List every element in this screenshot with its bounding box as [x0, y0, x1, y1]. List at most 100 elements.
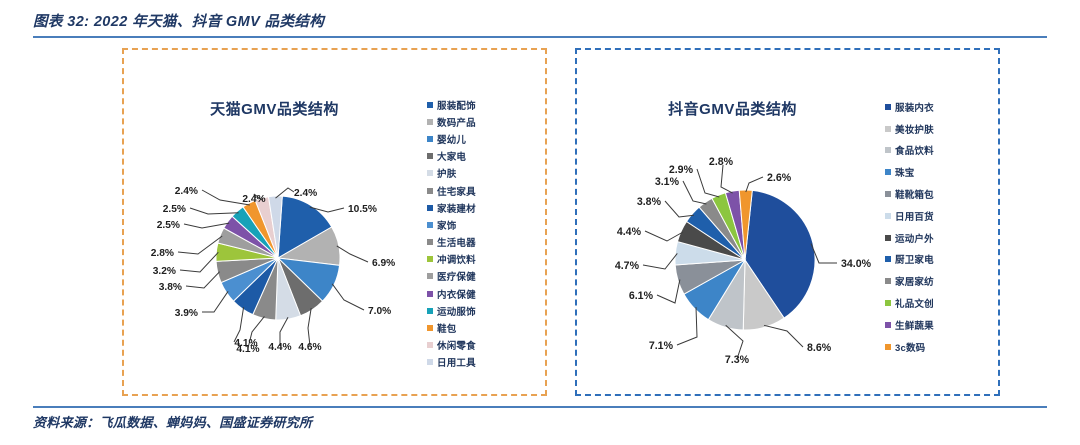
leader-line: [763, 324, 804, 348]
pie-data-label: 4.7%: [615, 260, 640, 272]
pie-data-label: 34.0%: [841, 258, 872, 270]
legend-item[interactable]: 珠宝: [885, 161, 934, 183]
legend-item-label: 内衣保健: [437, 289, 476, 301]
footer-divider: [33, 406, 1047, 408]
legend-item-label: 家装建材: [437, 203, 476, 215]
legend-item[interactable]: 内衣保健: [427, 285, 476, 302]
pie-data-label: 7.1%: [649, 340, 674, 352]
legend-item[interactable]: 运动服饰: [427, 302, 476, 319]
legend-item[interactable]: 服装内衣: [885, 96, 934, 118]
pie-slice[interactable]: [738, 189, 753, 261]
legend-item-label: 运动服饰: [437, 306, 476, 318]
legend-item[interactable]: 鞋包: [427, 319, 476, 336]
source-note: 资料来源：飞瓜数据、蝉妈妈、国盛证券研究所: [33, 415, 313, 430]
pie-data-label: 3.9%: [175, 308, 198, 319]
legend-item[interactable]: 日用百货: [885, 205, 934, 227]
leader-line: [309, 206, 345, 213]
legend-swatch-icon: [427, 307, 433, 314]
legend-item-label: 鞋包: [437, 324, 457, 336]
pie-svg-tmall: 10.5% 6.9% 7.0% 4.6% 4.4% 4.1%4.1% 3.9% 3.8% 3.2…: [151, 186, 395, 355]
legend-item-label: 美妆护肤: [895, 124, 934, 136]
legend-item[interactable]: 数码产品: [427, 113, 476, 130]
leader-line: [644, 230, 684, 242]
legend-swatch-icon: [427, 221, 433, 228]
leader-line: [307, 307, 312, 347]
pie-data-label: 10.5%: [348, 204, 377, 215]
pie-data-label: 2.4%: [175, 186, 198, 197]
legend-swatch-icon: [427, 153, 433, 160]
legend-swatch-icon: [885, 278, 891, 285]
leader-line: [233, 307, 245, 343]
pie-slice[interactable]: [277, 195, 333, 259]
pie-data-label: 8.6%: [807, 342, 832, 354]
legend-swatch-icon: [427, 239, 433, 246]
leader-line: [253, 193, 263, 201]
legend-item[interactable]: 厨卫家电: [885, 249, 934, 271]
legend-item[interactable]: 家饰: [427, 216, 476, 233]
leader-line: [185, 271, 220, 289]
pie-data-label: 2.5%: [163, 204, 186, 215]
legend-swatch-icon: [885, 212, 891, 219]
leader-line: [696, 168, 720, 198]
legend-item-label: 礼品文创: [895, 299, 934, 311]
legend-item-label: 医疗保健: [437, 272, 476, 284]
legend-item[interactable]: 生鲜蔬果: [885, 314, 934, 336]
legend-item-label: 食品饮料: [895, 146, 934, 158]
leader-line: [656, 279, 681, 304]
legend-item[interactable]: 礼品文创: [885, 292, 934, 314]
legend-swatch-icon: [885, 147, 891, 154]
legend-douyin: 服装内衣美妆护肤食品饮料珠宝 鞋靴箱包 日用百货运动户外厨卫家电家居家纺礼品文创生鲜…: [885, 96, 934, 358]
legend-item[interactable]: 食品饮料: [885, 140, 934, 162]
pie-data-label: 2.6%: [767, 172, 792, 184]
legend-item[interactable]: 生活电器: [427, 234, 476, 251]
legend-swatch-icon: [885, 125, 891, 132]
legend-item[interactable]: 住宅家具: [427, 182, 476, 199]
leader-line: [279, 316, 289, 346]
legend-swatch-icon: [427, 325, 433, 332]
chart-title-tmall: 天猫GMV品类结构: [210, 101, 339, 118]
leader-line: [189, 207, 239, 215]
leader-line: [682, 180, 707, 205]
legend-item-label: 生活电器: [437, 238, 476, 250]
leader-line: [664, 200, 694, 218]
page-title: 图表 32: 2022 年天猫、抖音 GMV 品类结构: [33, 14, 325, 30]
legend-swatch-icon: [427, 170, 433, 177]
leader-line: [247, 316, 265, 349]
legend-item[interactable]: 日用工具: [427, 354, 476, 371]
panel-tmall: 天猫GMV品类结构 10.5% 6.9% 7.0% 4.6% 4.4% 4.1% 4.1% 3…: [122, 48, 547, 396]
pie-slice[interactable]: [267, 195, 283, 259]
legend-swatch-icon: [885, 256, 891, 263]
pie-data-label: 2.4%: [294, 188, 317, 199]
legend-item[interactable]: 医疗保健: [427, 268, 476, 285]
legend-item-label: 服装内衣: [895, 102, 934, 114]
legend-item[interactable]: 家居家纺: [885, 270, 934, 292]
pie-chart-tmall: 10.5% 6.9% 7.0% 4.6% 4.4% 4.1% 4.1% 3.9% 3.8% 3.2…: [151, 150, 408, 360]
legend-item[interactable]: 护肤: [427, 165, 476, 182]
legend-item-label: 服装配饰: [437, 100, 476, 112]
pie-data-label: 2.8%: [151, 248, 174, 259]
legend-item[interactable]: 美妆护肤: [885, 118, 934, 140]
legend-item[interactable]: 休闲零食: [427, 337, 476, 354]
legend-item-label: 数码产品: [437, 117, 476, 129]
legend-item[interactable]: 家装建材: [427, 199, 476, 216]
leader-line: [676, 307, 698, 346]
legend-item[interactable]: 3c数码: [885, 336, 934, 358]
legend-item[interactable]: 鞋靴箱包: [885, 183, 934, 205]
legend-item[interactable]: 婴幼儿: [427, 130, 476, 147]
legend-item[interactable]: 服装配饰: [427, 96, 476, 113]
legend-item[interactable]: 大家电: [427, 148, 476, 165]
legend-item-label: 运动户外: [895, 233, 934, 245]
legend-swatch-icon: [427, 118, 433, 125]
pie-slice[interactable]: [744, 189, 816, 319]
legend-item[interactable]: 运动户外: [885, 227, 934, 249]
legend-item-label: 住宅家具: [437, 186, 476, 198]
leader-line: [331, 283, 365, 311]
legend-swatch-icon: [885, 234, 891, 241]
chart-title-douyin: 抖音GMV品类结构: [668, 101, 797, 118]
pie-data-label: 3.8%: [159, 282, 182, 293]
legend-item-label: 厨卫家电: [895, 255, 934, 267]
leader-line: [336, 245, 369, 263]
legend-swatch-icon: [885, 169, 891, 176]
legend-swatch-icon: [885, 300, 891, 307]
legend-item[interactable]: 冲调饮料: [427, 251, 476, 268]
